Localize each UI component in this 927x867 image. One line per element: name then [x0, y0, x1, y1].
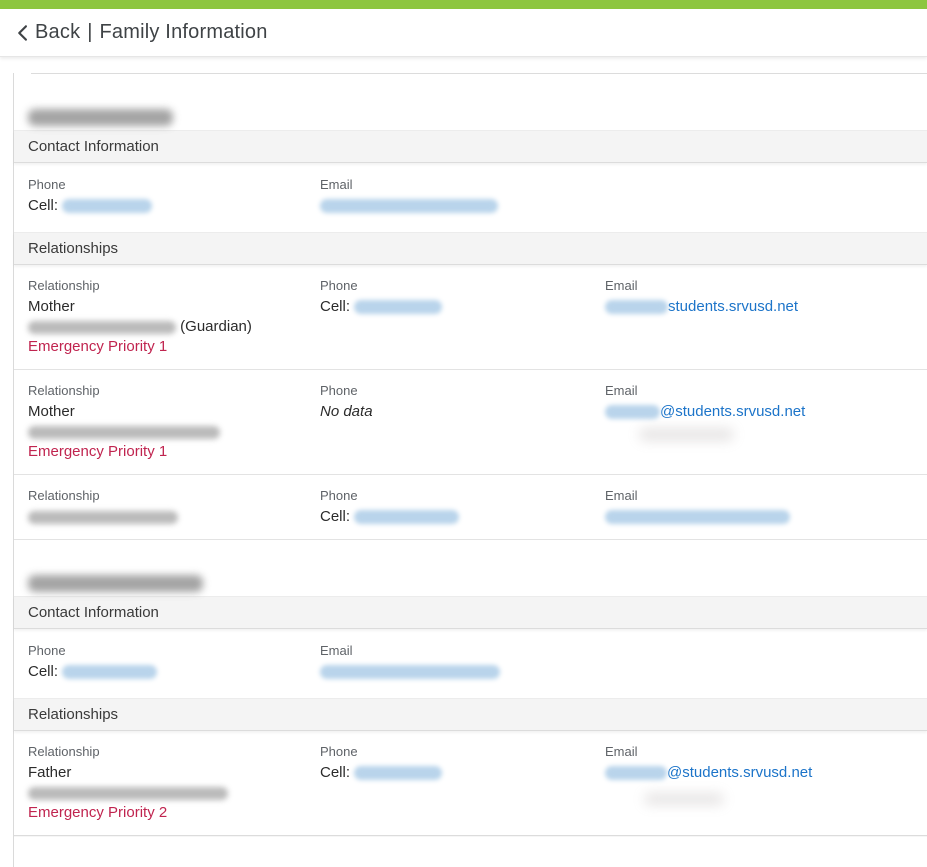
person2-phone-field: Phone Cell:: [28, 642, 320, 682]
emergency-priority: Emergency Priority 1: [28, 443, 168, 460]
family-information-content: Contact Information Phone Cell: Email Re…: [13, 73, 927, 867]
relationships-title: Relationships: [28, 240, 119, 257]
relationship-row: Relationship Father Emergency Priority 2…: [14, 731, 927, 835]
email-field: Email students.srvusd.net: [605, 277, 927, 357]
email-field: Email @students.srvusd.net: [605, 743, 927, 823]
guardian-suffix: (Guardian): [180, 318, 252, 335]
person1-name-redacted: [28, 109, 173, 127]
redacted-email: [320, 665, 500, 680]
person1-email-field: Email: [320, 176, 927, 216]
redacted-contact-name: [28, 786, 228, 800]
relationships-title: Relationships: [28, 706, 119, 723]
person2-email-field: Email: [320, 642, 927, 682]
redacted-email: [320, 199, 498, 214]
phone-type: Cell:: [28, 663, 59, 680]
phone-type: Cell:: [320, 764, 351, 781]
emergency-priority: Emergency Priority 1: [28, 338, 168, 355]
relationship-row: Relationship Mother Emergency Priority 1…: [14, 370, 927, 475]
redaction-artifact: [639, 428, 734, 441]
redacted-phone-number: [354, 510, 460, 525]
relationship-field: Relationship Father Emergency Priority 2: [28, 743, 320, 823]
phone-type: Cell:: [320, 298, 351, 315]
phone-no-data: No data: [320, 403, 373, 420]
person2-contact-section-header: Contact Information: [14, 596, 927, 629]
phone-label: Phone: [320, 744, 358, 759]
relationship-label: Relationship: [28, 744, 100, 759]
email-label: Email: [320, 643, 353, 658]
phone-type: Cell:: [28, 197, 59, 214]
phone-field: Phone Cell:: [320, 487, 605, 527]
redacted-phone-number: [354, 300, 443, 315]
person2-name-row: [14, 540, 927, 596]
phone-field: Phone No data: [320, 382, 605, 462]
email-link[interactable]: @students.srvusd.net: [660, 403, 806, 420]
redacted-email-prefix: [605, 766, 667, 781]
relationship-row: Relationship Phone Cell: Email: [14, 475, 927, 540]
relationship-field: Relationship Mother Emergency Priority 1: [28, 382, 320, 462]
email-link[interactable]: @students.srvusd.net: [667, 764, 813, 781]
redacted-email-prefix: [605, 405, 660, 420]
relationship-field: Relationship Mother (Guardian) Emergency…: [28, 277, 320, 357]
back-label: Back: [35, 21, 81, 43]
email-label: Email: [605, 383, 638, 398]
back-chevron-icon: [18, 24, 27, 41]
email-label: Email: [320, 177, 353, 192]
email-field: Email @students.srvusd.net: [605, 382, 927, 462]
person1-phone-field: Phone Cell:: [28, 176, 320, 216]
redacted-contact-name: [28, 320, 176, 334]
redaction-artifact: [644, 793, 724, 805]
redacted-phone-number: [62, 199, 153, 214]
page-header: Back | Family Information: [0, 9, 927, 57]
person1-name-row: [14, 74, 927, 130]
redacted-contact-name: [28, 425, 220, 439]
phone-label: Phone: [320, 383, 358, 398]
relationship-label: Relationship: [28, 383, 100, 398]
relationship-type: Mother: [28, 403, 75, 420]
redacted-phone-number: [354, 766, 443, 781]
redacted-email: [605, 510, 790, 525]
relationship-label: Relationship: [28, 278, 100, 293]
relationship-label: Relationship: [28, 488, 100, 503]
person1-relationships-section-header: Relationships: [14, 232, 927, 265]
contact-information-title: Contact Information: [28, 138, 159, 155]
back-button[interactable]: Back: [13, 21, 80, 44]
top-divider: [31, 73, 927, 74]
person1-contact-section-header: Contact Information: [14, 130, 927, 163]
phone-label: Phone: [28, 643, 66, 658]
relationship-row: Relationship Mother (Guardian) Emergency…: [14, 265, 927, 370]
person2-name-redacted: [28, 575, 203, 593]
relationship-type: Father: [28, 764, 72, 781]
phone-label: Phone: [320, 488, 358, 503]
emergency-priority: Emergency Priority 2: [28, 804, 168, 821]
person1-contact-row: Phone Cell: Email: [14, 163, 927, 232]
relationship-field: Relationship: [28, 487, 320, 527]
phone-label: Phone: [28, 177, 66, 192]
email-link[interactable]: students.srvusd.net: [668, 298, 799, 315]
redacted-email-prefix: [605, 300, 668, 315]
phone-type: Cell:: [320, 508, 351, 525]
brand-bar: [0, 0, 927, 9]
email-label: Email: [605, 488, 638, 503]
redacted-phone-number: [62, 665, 158, 680]
person2-contact-row: Phone Cell: Email: [14, 629, 927, 698]
phone-field: Phone Cell:: [320, 277, 605, 357]
relationship-type: Mother: [28, 298, 75, 315]
email-field: Email: [605, 487, 927, 527]
contact-information-title: Contact Information: [28, 604, 159, 621]
header-separator: |: [87, 21, 93, 43]
bottom-divider: [14, 835, 927, 837]
phone-label: Phone: [320, 278, 358, 293]
person2-relationships-section-header: Relationships: [14, 698, 927, 731]
redacted-relationship: [28, 510, 178, 524]
email-label: Email: [605, 278, 638, 293]
email-label: Email: [605, 744, 638, 759]
phone-field: Phone Cell:: [320, 743, 605, 823]
page-title: Family Information: [99, 21, 268, 43]
